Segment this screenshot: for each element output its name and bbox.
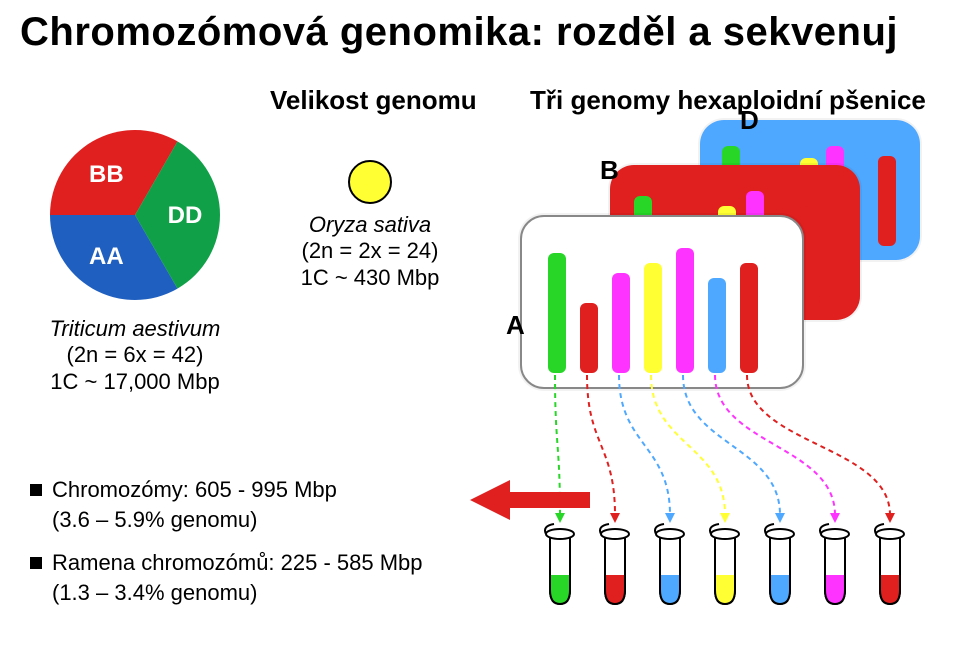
oryza-block: Oryza sativa (2n = 2x = 24) 1C ~ 430 Mbp — [270, 160, 470, 291]
genome-panels: ABD — [520, 120, 940, 380]
oryza-name: Oryza sativa — [309, 212, 431, 237]
tube-0 — [540, 520, 574, 610]
chrom-line2: (3.6 – 5.9% genomu) — [52, 507, 257, 532]
three-genomes-heading: Tři genomy hexaploidní pšenice — [530, 85, 926, 116]
oryza-formula: (2n = 2x = 24) — [302, 238, 439, 263]
oryza-text: Oryza sativa (2n = 2x = 24) 1C ~ 430 Mbp — [270, 212, 470, 291]
tubes-row — [540, 520, 960, 640]
arms-line2: (1.3 – 3.4% genomu) — [52, 580, 257, 605]
oryza-circle-icon — [348, 160, 392, 204]
tube-2 — [650, 520, 684, 610]
tube-4 — [760, 520, 794, 610]
panel-label-B: B — [600, 155, 619, 186]
pie-chart: AA BB DD — [40, 120, 230, 310]
bullet-list: Chromozómy: 605 - 995 Mbp (3.6 – 5.9% ge… — [30, 475, 460, 622]
slide: Chromozómová genomika: rozděl a sekvenuj… — [0, 0, 960, 656]
triticum-size: 1C ~ 17,000 Mbp — [50, 369, 219, 394]
genome-panel-A — [520, 215, 804, 389]
genome-size-heading: Velikost genomu — [270, 85, 477, 116]
svg-text:DD: DD — [168, 202, 203, 229]
tube-1 — [595, 520, 629, 610]
svg-text:AA: AA — [89, 243, 124, 270]
tube-5 — [815, 520, 849, 610]
bullet-chromosomes: Chromozómy: 605 - 995 Mbp (3.6 – 5.9% ge… — [30, 475, 460, 534]
tube-3 — [705, 520, 739, 610]
chrom-line1: Chromozómy: 605 - 995 Mbp — [52, 477, 337, 502]
bullet-arms: Ramena chromozómů: 225 - 585 Mbp (1.3 – … — [30, 548, 460, 607]
bullet-chromosomes-text: Chromozómy: 605 - 995 Mbp (3.6 – 5.9% ge… — [52, 475, 337, 534]
arms-line1: Ramena chromozómů: 225 - 585 Mbp — [52, 550, 423, 575]
bullet-square-icon — [30, 484, 42, 496]
oryza-size: 1C ~ 430 Mbp — [301, 265, 440, 290]
tube-6 — [870, 520, 904, 610]
bullet-square-icon — [30, 557, 42, 569]
panel-label-A: A — [506, 310, 525, 341]
triticum-formula: (2n = 6x = 42) — [67, 342, 204, 367]
red-arrow-icon — [470, 480, 590, 520]
panel-label-D: D — [740, 105, 759, 136]
triticum-name: Triticum aestivum — [50, 316, 221, 341]
slide-title: Chromozómová genomika: rozděl a sekvenuj — [0, 10, 960, 55]
pie-chart-block: AA BB DD Triticum aestivum (2n = 6x = 42) … — [20, 120, 250, 395]
svg-text:BB: BB — [89, 161, 124, 188]
bullet-arms-text: Ramena chromozómů: 225 - 585 Mbp (1.3 – … — [52, 548, 423, 607]
pie-species: Triticum aestivum (2n = 6x = 42) 1C ~ 17… — [20, 316, 250, 395]
